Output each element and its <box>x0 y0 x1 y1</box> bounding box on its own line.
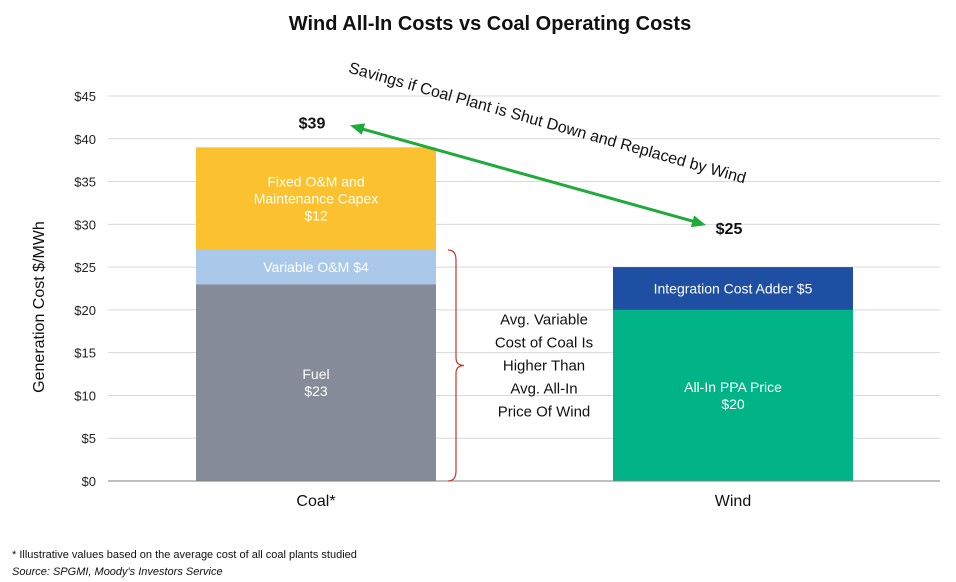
y-tick-label: $10 <box>74 388 96 403</box>
bracket-note-line: Price Of Wind <box>498 404 591 421</box>
bracket-note-line: Avg. Variable <box>500 312 588 329</box>
bars <box>196 147 853 481</box>
segment-label: $23 <box>304 383 328 399</box>
bar-segment-coal-fuel <box>196 284 436 481</box>
total-label-coal: $39 <box>299 115 326 132</box>
segment-label: Maintenance Capex <box>254 191 379 207</box>
y-tick-label: $20 <box>74 303 96 318</box>
segment-label: Fuel <box>302 366 329 382</box>
bar-segment-wind-all-in-ppa-price <box>613 309 853 481</box>
bar-segment-coal-variable-o-m-4 <box>196 250 436 285</box>
category-label-coal: Coal* <box>296 493 335 510</box>
y-tick-label: $45 <box>74 89 96 104</box>
savings-arrow-head-left <box>350 123 366 135</box>
footnote: * Illustrative values based on the avera… <box>12 549 357 561</box>
y-tick-label: $25 <box>74 260 96 275</box>
segment-label: Variable O&M $4 <box>263 259 369 275</box>
y-tick-label: $0 <box>82 474 96 489</box>
segment-label: $20 <box>721 396 745 412</box>
bracket-note-line: Avg. All-In <box>510 381 577 398</box>
y-tick-label: $5 <box>82 431 96 446</box>
bar-segment-wind-integration-cost-adder-5 <box>613 267 853 310</box>
segment-label: All-In PPA Price <box>684 379 782 395</box>
bracket-note-line: Higher Than <box>503 358 585 375</box>
y-tick-label: $40 <box>74 132 96 147</box>
category-labels: Coal* Wind <box>296 493 751 510</box>
savings-arrow-head-right <box>690 215 706 228</box>
y-tick-label: $30 <box>74 217 96 232</box>
chart-title: Wind All-In Costs vs Coal Operating Cost… <box>289 13 691 35</box>
bracket-note-line: Cost of Coal Is <box>495 335 593 352</box>
segment-label: Integration Cost Adder $5 <box>654 281 813 297</box>
variable-cost-bracket <box>447 249 465 482</box>
segment-labels: Fuel$23 Variable O&M $4 Fixed O&M andMaint… <box>254 174 813 412</box>
y-tick-label: $35 <box>74 175 96 190</box>
total-label-wind: $25 <box>716 221 743 238</box>
savings-arrow-line <box>359 126 697 224</box>
source-note: Source: SPGMI, Moody's Investors Service <box>12 566 223 578</box>
y-axis-ticks: $0 $5 $10 $15 $20 $25 $30 $35 $40 $45 <box>74 89 96 489</box>
segment-label: $12 <box>304 208 328 224</box>
y-tick-label: $15 <box>74 346 96 361</box>
bar-segment-coal-fixed-o-m-and <box>196 147 436 250</box>
y-axis-label: Generation Cost $/MWh <box>31 221 48 393</box>
segment-label: Fixed O&M and <box>267 174 364 190</box>
category-label-wind: Wind <box>715 493 751 510</box>
